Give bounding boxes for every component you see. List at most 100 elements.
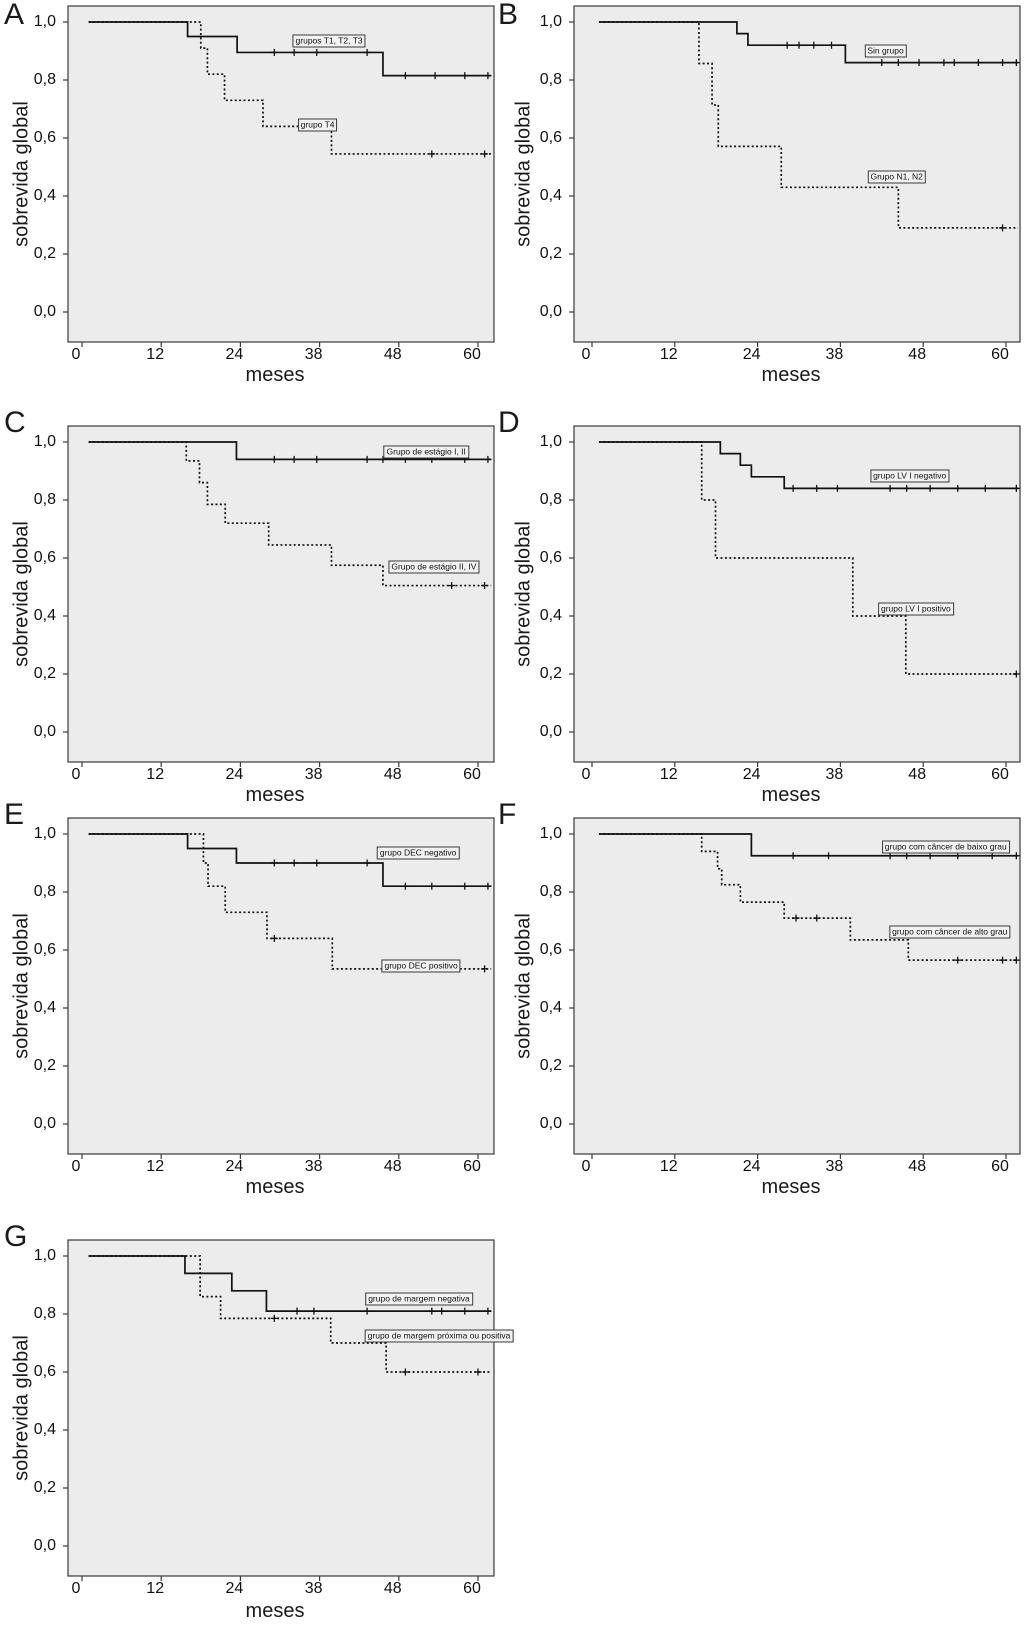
survival-curve-solid <box>598 21 1018 64</box>
x-tick-label: 12 <box>146 1580 165 1597</box>
x-tick-label: 0 <box>581 1158 591 1175</box>
plot-area: grupos T1, T2, T3 grupo T4 <box>62 5 495 347</box>
y-tick-label: 0,0 <box>539 303 562 320</box>
y-tick-label: 0,0 <box>33 1115 56 1132</box>
x-tick-label: 12 <box>659 346 678 363</box>
curve-label-box: Sin grupo <box>864 44 907 58</box>
y-tick-label: 0,6 <box>539 129 562 146</box>
x-tick-label: 0 <box>71 1158 81 1175</box>
panel-letter: F <box>498 798 517 831</box>
x-tick-label: 38 <box>304 766 323 783</box>
y-tick-label: 0,0 <box>33 1537 56 1554</box>
x-tick-label: 60 <box>463 1580 481 1597</box>
panel-c: C sobrevida global 1,0 0,8 0,6 0,4 0,2 0,0 Gr… <box>0 392 495 806</box>
survival-curve-dashed <box>598 21 1018 229</box>
panel-letter: A <box>4 0 25 31</box>
y-tick-label: 0,0 <box>33 723 56 740</box>
panel-letter: D <box>498 406 520 439</box>
y-tick-label: 0,6 <box>539 941 562 958</box>
y-tick-label: 0,8 <box>539 491 562 508</box>
plot-background <box>67 1239 495 1577</box>
x-axis-title: meses <box>245 784 305 806</box>
y-tick-label: 0,4 <box>33 999 56 1016</box>
y-tick-label: 0,2 <box>33 1479 56 1496</box>
plot-area: Sin grupo Grupo N1, N2 <box>568 5 1021 347</box>
plot-background <box>573 5 1021 343</box>
km-plot-E <box>63 817 495 1159</box>
plot-area: Grupo de estágio I, II Grupo de estágio I… <box>62 425 495 767</box>
y-tick-label: 0,8 <box>539 883 562 900</box>
panel-e: E sobrevida global 1,0 0,8 0,6 0,4 0,2 0,0 gr… <box>0 784 495 1198</box>
km-plot-G <box>63 1239 495 1581</box>
y-tick-label: 0,4 <box>33 1421 56 1438</box>
y-tick-label: 1,0 <box>539 13 562 30</box>
x-tick-label: 60 <box>463 346 481 363</box>
x-tick-label: 48 <box>908 1158 927 1175</box>
censor-marks <box>428 150 489 158</box>
y-tick-labels: 1,0 0,8 0,6 0,4 0,2 0,0 <box>494 818 562 1154</box>
survival-curve-solid <box>88 1255 492 1312</box>
y-tick-label: 1,0 <box>33 433 56 450</box>
x-tick-label: 48 <box>383 1580 402 1597</box>
x-axis-title: meses <box>761 784 821 806</box>
x-tick-label: 38 <box>304 346 323 363</box>
censor-marks <box>270 455 492 463</box>
survival-curve-solid <box>88 21 492 77</box>
y-tick-label: 1,0 <box>33 825 56 842</box>
x-tick-label: 12 <box>659 1158 678 1175</box>
y-tick-label: 0,0 <box>33 303 56 320</box>
y-tick-label: 1,0 <box>33 13 56 30</box>
censor-marks <box>1012 670 1020 678</box>
plot-area: grupo LV I negativo grupo LV I positivo <box>568 425 1021 767</box>
x-tick-labels: 0 12 24 38 48 60 <box>568 346 1014 366</box>
panel-g: G sobrevida global 1,0 0,8 0,6 0,4 0,2 0,0 gr… <box>0 1176 514 1642</box>
x-tick-label: 0 <box>71 346 81 363</box>
x-tick-label: 60 <box>463 766 481 783</box>
km-plot-C <box>63 425 495 767</box>
x-tick-labels: 0 12 24 38 48 60 <box>62 346 488 366</box>
km-plot-B <box>569 5 1021 347</box>
x-tick-labels: 0 12 24 38 48 60 <box>568 1158 1014 1178</box>
x-tick-label: 24 <box>742 346 761 363</box>
y-tick-label: 0,0 <box>539 1115 562 1132</box>
curve-label-box: grupo com câncer de baixo grau <box>881 840 1010 854</box>
y-tick-label: 1,0 <box>33 1247 56 1264</box>
x-tick-labels: 0 12 24 38 48 60 <box>568 766 1014 786</box>
plot-background <box>573 425 1021 763</box>
y-tick-label: 0,4 <box>33 607 56 624</box>
y-tick-labels: 1,0 0,8 0,6 0,4 0,2 0,0 <box>0 818 56 1154</box>
x-tick-label: 0 <box>71 1580 81 1597</box>
y-tick-label: 0,2 <box>539 1057 562 1074</box>
x-tick-label: 38 <box>304 1158 323 1175</box>
y-tick-labels: 1,0 0,8 0,6 0,4 0,2 0,0 <box>0 1240 56 1576</box>
y-tick-label: 0,4 <box>33 187 56 204</box>
y-tick-label: 0,4 <box>539 187 562 204</box>
censor-marks <box>270 859 492 890</box>
y-tick-label: 0,8 <box>33 883 56 900</box>
x-tick-label: 0 <box>581 346 591 363</box>
curve-label-box: grupo LV I negativo <box>870 469 950 483</box>
curve-label-box: Grupo de estágio II, IV <box>388 560 480 574</box>
plot-area: grupo de margem negativa grupo de margem … <box>62 1239 514 1581</box>
censor-marks <box>270 1314 482 1376</box>
curve-label-box: grupo com câncer de alto grau <box>889 925 1011 939</box>
panel-d: D sobrevida global 1,0 0,8 0,6 0,4 0,2 0,0 gr… <box>494 392 1024 806</box>
y-tick-label: 0,6 <box>539 549 562 566</box>
x-tick-label: 12 <box>146 346 165 363</box>
curve-label-box: grupo LV I positivo <box>877 602 954 616</box>
x-axis-title: meses <box>245 1600 305 1622</box>
plot-background <box>67 5 495 343</box>
curve-label-box: grupo DEC positivo <box>381 959 461 973</box>
censor-marks <box>293 1307 492 1315</box>
y-tick-label: 1,0 <box>539 433 562 450</box>
survival-curve-dashed <box>88 21 492 155</box>
x-axis-title: meses <box>761 1176 821 1198</box>
plot-background <box>573 817 1021 1155</box>
x-tick-label: 38 <box>825 346 844 363</box>
censor-marks <box>783 41 1020 67</box>
x-tick-label: 0 <box>71 766 81 783</box>
x-tick-label: 38 <box>304 1580 323 1597</box>
x-tick-label: 60 <box>991 346 1009 363</box>
y-tick-label: 0,6 <box>33 1363 56 1380</box>
